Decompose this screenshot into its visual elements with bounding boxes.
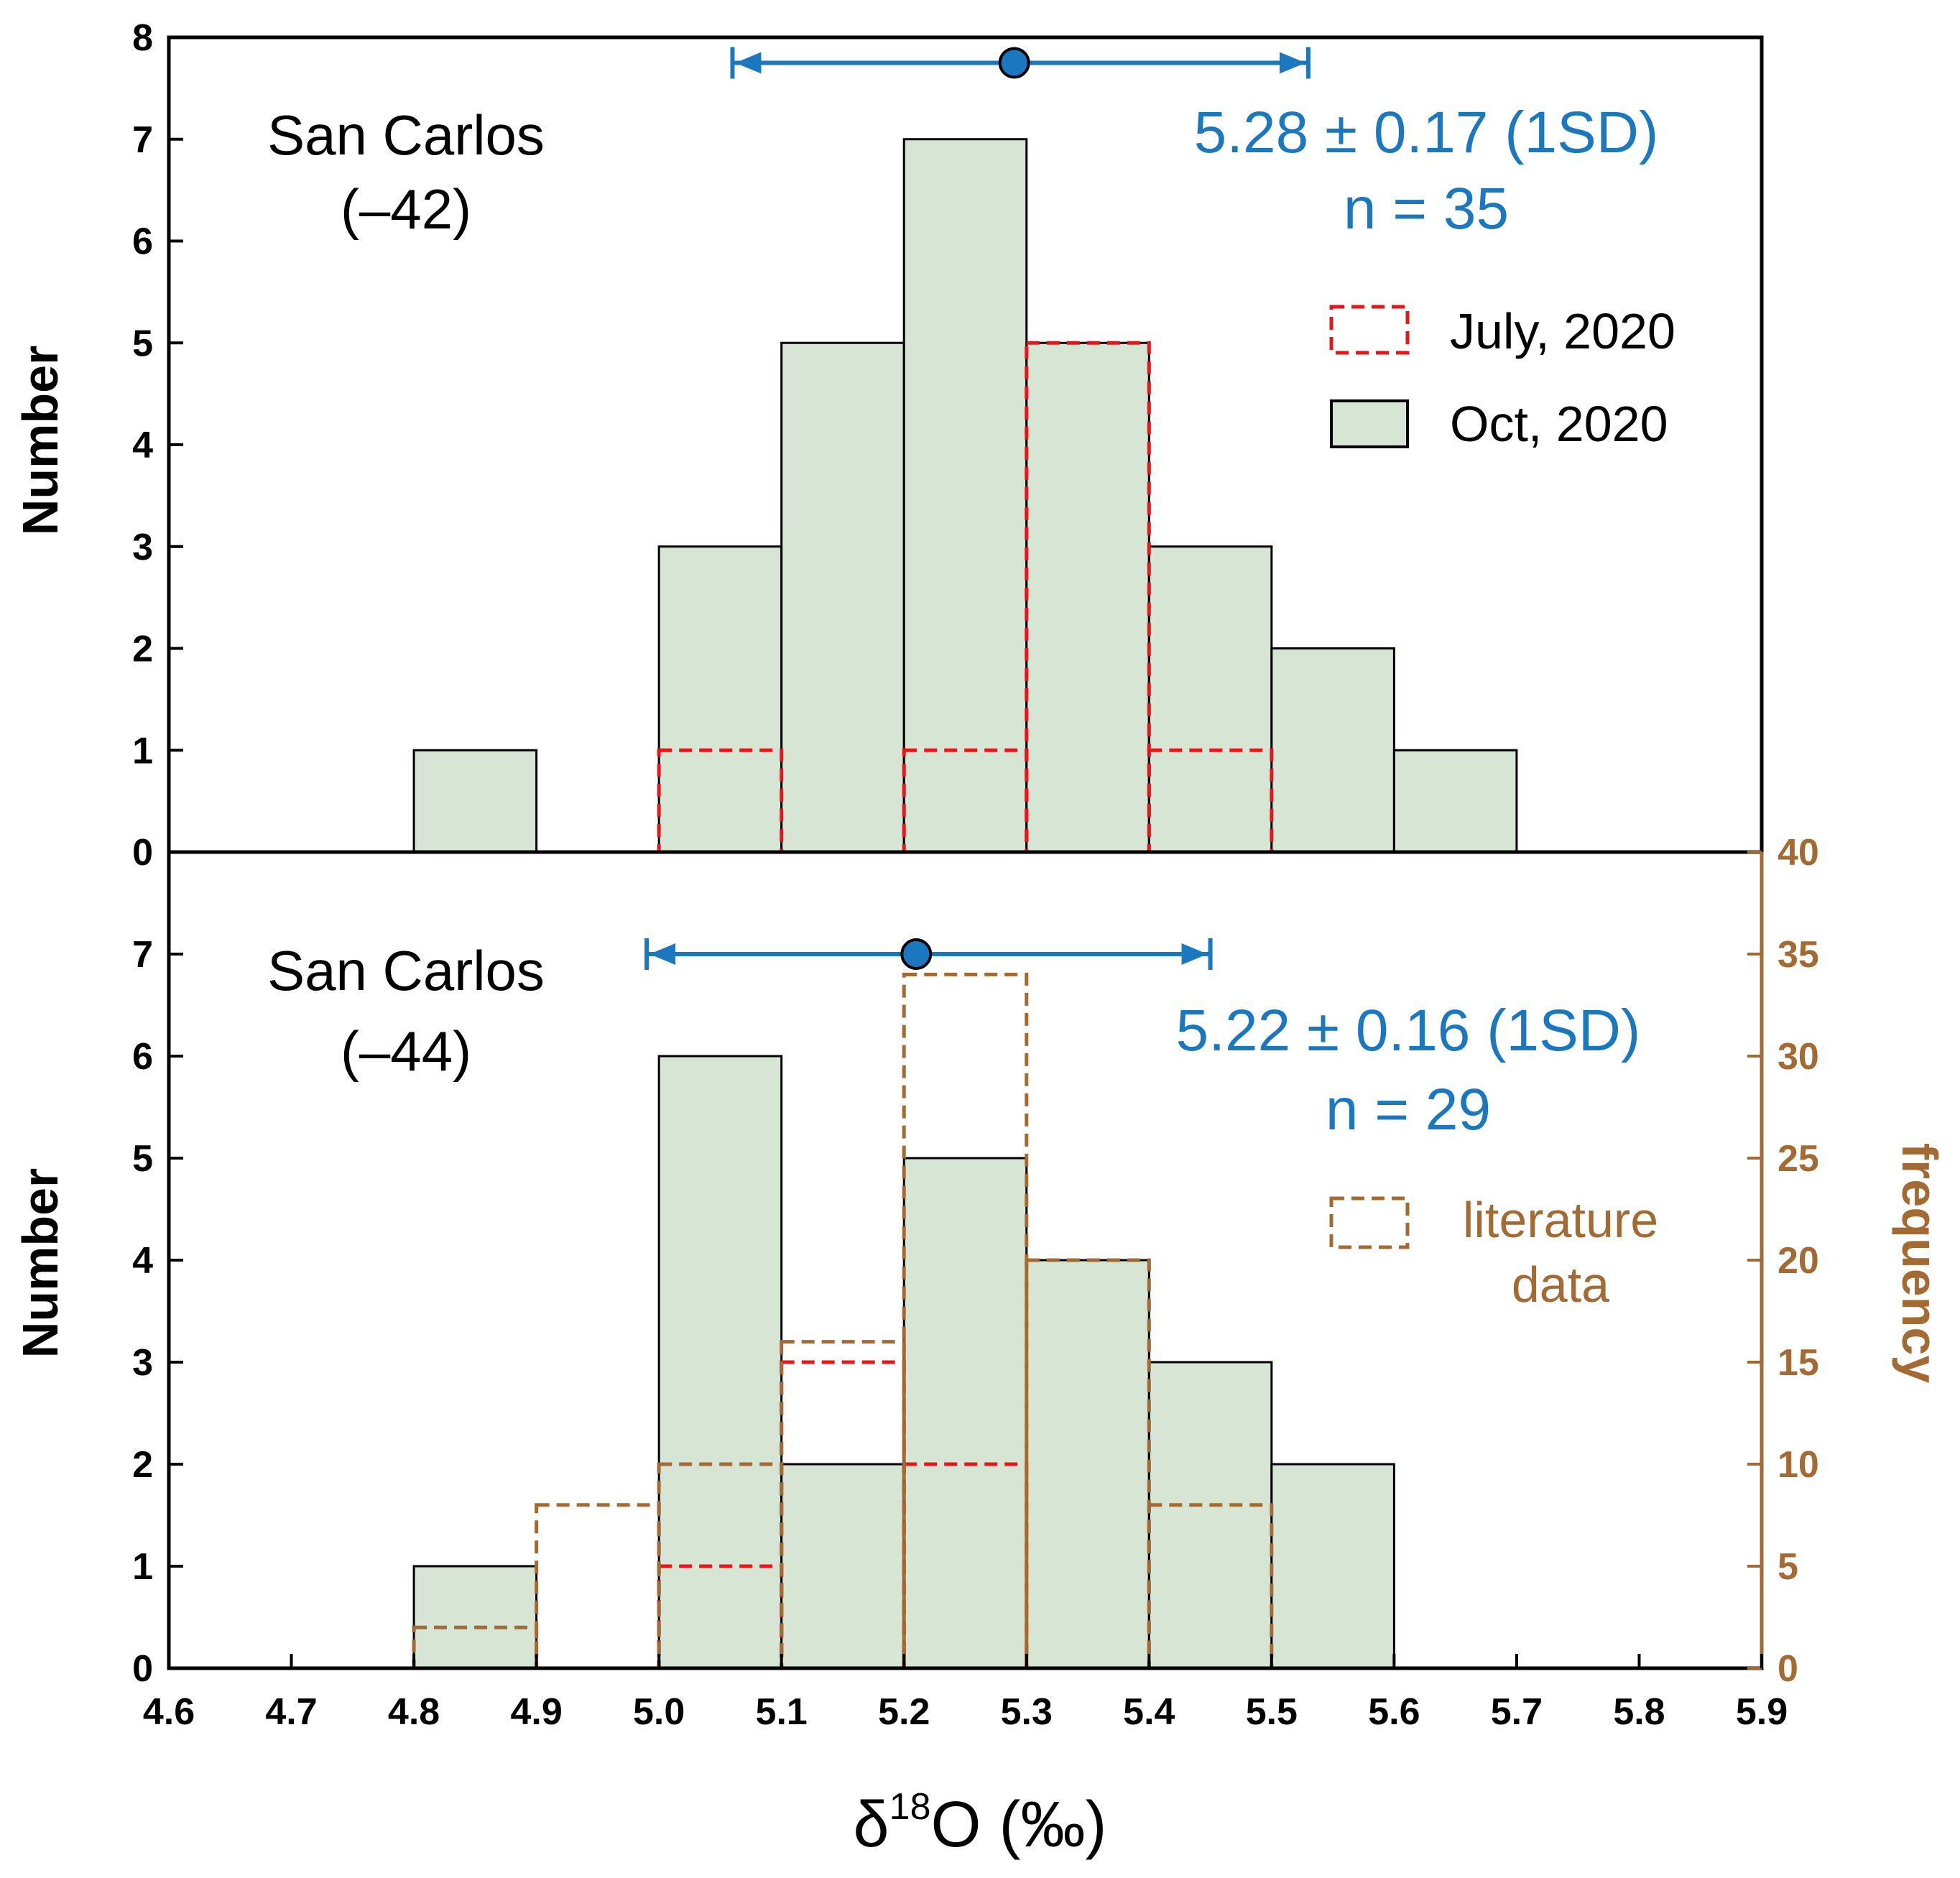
bottom-errorbar-arrow-left: [650, 943, 676, 965]
bottom-errorbar-arrow-right: [1181, 943, 1208, 965]
bottom-right-ylabel: frequency: [1892, 1143, 1948, 1384]
top-mean-sd: 5.28 ± 0.17 (1SD): [1194, 100, 1659, 165]
xtick-label-9: 5.5: [1246, 1691, 1298, 1733]
top-n-count: n = 35: [1344, 176, 1509, 241]
xtick-label-8: 5.4: [1123, 1691, 1175, 1733]
xtick-label-3: 4.9: [510, 1691, 562, 1733]
top-ytick-label-5: 5: [132, 323, 153, 364]
bar-oct-bottom-5: [1147, 1361, 1273, 1670]
xtick-label-5: 5.1: [756, 1691, 808, 1733]
top-ytick-label-6: 6: [132, 221, 153, 263]
legend-literature-swatch: [1329, 1196, 1410, 1249]
top-ytick-label-7: 7: [132, 119, 153, 161]
legend-literature-label-2: data: [1512, 1257, 1609, 1313]
top-ytick-label-0: 0: [132, 832, 153, 874]
top-ylabel: Number: [12, 346, 68, 535]
top-panel-bars: [412, 138, 1518, 854]
bottom-ytick-label-4: 4: [132, 1240, 153, 1282]
xtick-label-12: 5.8: [1613, 1691, 1665, 1733]
bar-oct-bottom-4: [1025, 1259, 1150, 1670]
right-ytick-label-5: 25: [1778, 1138, 1819, 1180]
bar-oct-top-1: [657, 545, 783, 854]
top-ytick-label-2: 2: [132, 629, 153, 670]
bar-oct-top-4: [1025, 341, 1150, 854]
x-axis-label-sup: 18: [889, 1786, 931, 1828]
plot-layers: 0 1 2 3 4 5 6 7 8 0 1 2 3 4 5 6 7 0 5 10 15 20 25 30 35 40 4.6 4.7 4…: [132, 17, 1819, 1733]
legend-oct-label: Oct, 2020: [1450, 396, 1668, 452]
bottom-ytick-label-3: 3: [132, 1342, 153, 1384]
right-ytick-label-7: 35: [1778, 934, 1819, 976]
top-errorbar-arrow-left: [735, 52, 762, 74]
bar-oct-top-2: [780, 341, 905, 854]
legend-oct-swatch: [1330, 399, 1409, 448]
xtick-label-13: 5.9: [1736, 1691, 1788, 1733]
legend-literature-label: literature: [1463, 1192, 1658, 1248]
top-errorbar-arrow-right: [1280, 52, 1306, 74]
top-sample-name: San Carlos: [267, 103, 545, 167]
xtick-label-10: 5.6: [1368, 1691, 1420, 1733]
right-ytick-label-1: 5: [1778, 1546, 1798, 1588]
top-sample-id: (–42): [341, 177, 471, 241]
bottom-sample-name: San Carlos: [267, 939, 545, 1002]
bar-oct-top-0: [412, 749, 538, 854]
tick-labels: 0 1 2 3 4 5 6 7 8 0 1 2 3 4 5 6 7 0 5 10 15 20 25 30 35 40 4.6 4.7 4…: [132, 17, 1819, 1733]
xtick-label-4: 5.0: [633, 1691, 685, 1733]
bottom-mean-sd: 5.22 ± 0.16 (1SD): [1176, 998, 1641, 1063]
top-ytick-label-3: 3: [132, 527, 153, 568]
x-axis-label: δ18O (‰): [854, 1786, 1107, 1861]
bottom-ytick-label-2: 2: [132, 1444, 153, 1486]
bar-oct-bottom-6: [1270, 1463, 1395, 1670]
bottom-ytick-label-0: 0: [132, 1648, 153, 1690]
bar-oct-bottom-3: [902, 1157, 1028, 1670]
xtick-label-1: 4.7: [265, 1691, 317, 1733]
top-ytick-label-1: 1: [132, 730, 153, 772]
bottom-ytick-label-6: 6: [132, 1036, 153, 1078]
bar-oct-bottom-2: [780, 1463, 905, 1670]
top-ytick-label-4: 4: [132, 425, 153, 466]
right-ytick-label-2: 10: [1778, 1444, 1819, 1486]
top-ytick-label-8: 8: [132, 17, 153, 59]
legend-july-swatch: [1329, 305, 1410, 355]
xtick-label-7: 5.3: [1001, 1691, 1053, 1733]
bottom-mean-marker: [900, 938, 933, 970]
right-ytick-label-0: 0: [1778, 1648, 1798, 1690]
x-axis-label-rest: O (‰): [931, 1789, 1107, 1861]
bar-literature-bottom-1: [535, 1503, 661, 1670]
right-ytick-label-6: 30: [1778, 1036, 1819, 1078]
bottom-ytick-label-5: 5: [132, 1138, 153, 1180]
top-mean-marker: [998, 47, 1030, 79]
xtick-label-11: 5.7: [1491, 1691, 1543, 1733]
bar-oct-top-3: [902, 138, 1028, 854]
bar-oct-bottom-0: [412, 1565, 538, 1670]
legend-july-label: July, 2020: [1450, 303, 1675, 359]
right-ytick-label-4: 20: [1778, 1240, 1819, 1282]
bottom-panel-bars: [412, 972, 1395, 1670]
bottom-sample-id: (–44): [341, 1019, 471, 1083]
xtick-label-2: 4.8: [388, 1691, 440, 1733]
error-bars: [644, 47, 1311, 970]
bottom-ylabel: Number: [12, 1168, 68, 1358]
bar-oct-bottom-1: [657, 1055, 783, 1670]
bottom-n-count: n = 29: [1326, 1077, 1491, 1142]
right-ytick-label-8: 40: [1778, 832, 1819, 874]
bar-oct-top-6: [1270, 647, 1395, 854]
x-axis-label-delta: δ: [854, 1789, 889, 1861]
xtick-label-6: 5.2: [878, 1691, 930, 1733]
bar-oct-top-5: [1147, 545, 1273, 854]
xtick-label-0: 4.6: [143, 1691, 195, 1733]
bottom-ytick-label-7: 7: [132, 934, 153, 976]
bottom-ytick-label-1: 1: [132, 1546, 153, 1588]
right-ytick-label-3: 15: [1778, 1342, 1819, 1384]
bar-oct-top-7: [1392, 749, 1518, 854]
